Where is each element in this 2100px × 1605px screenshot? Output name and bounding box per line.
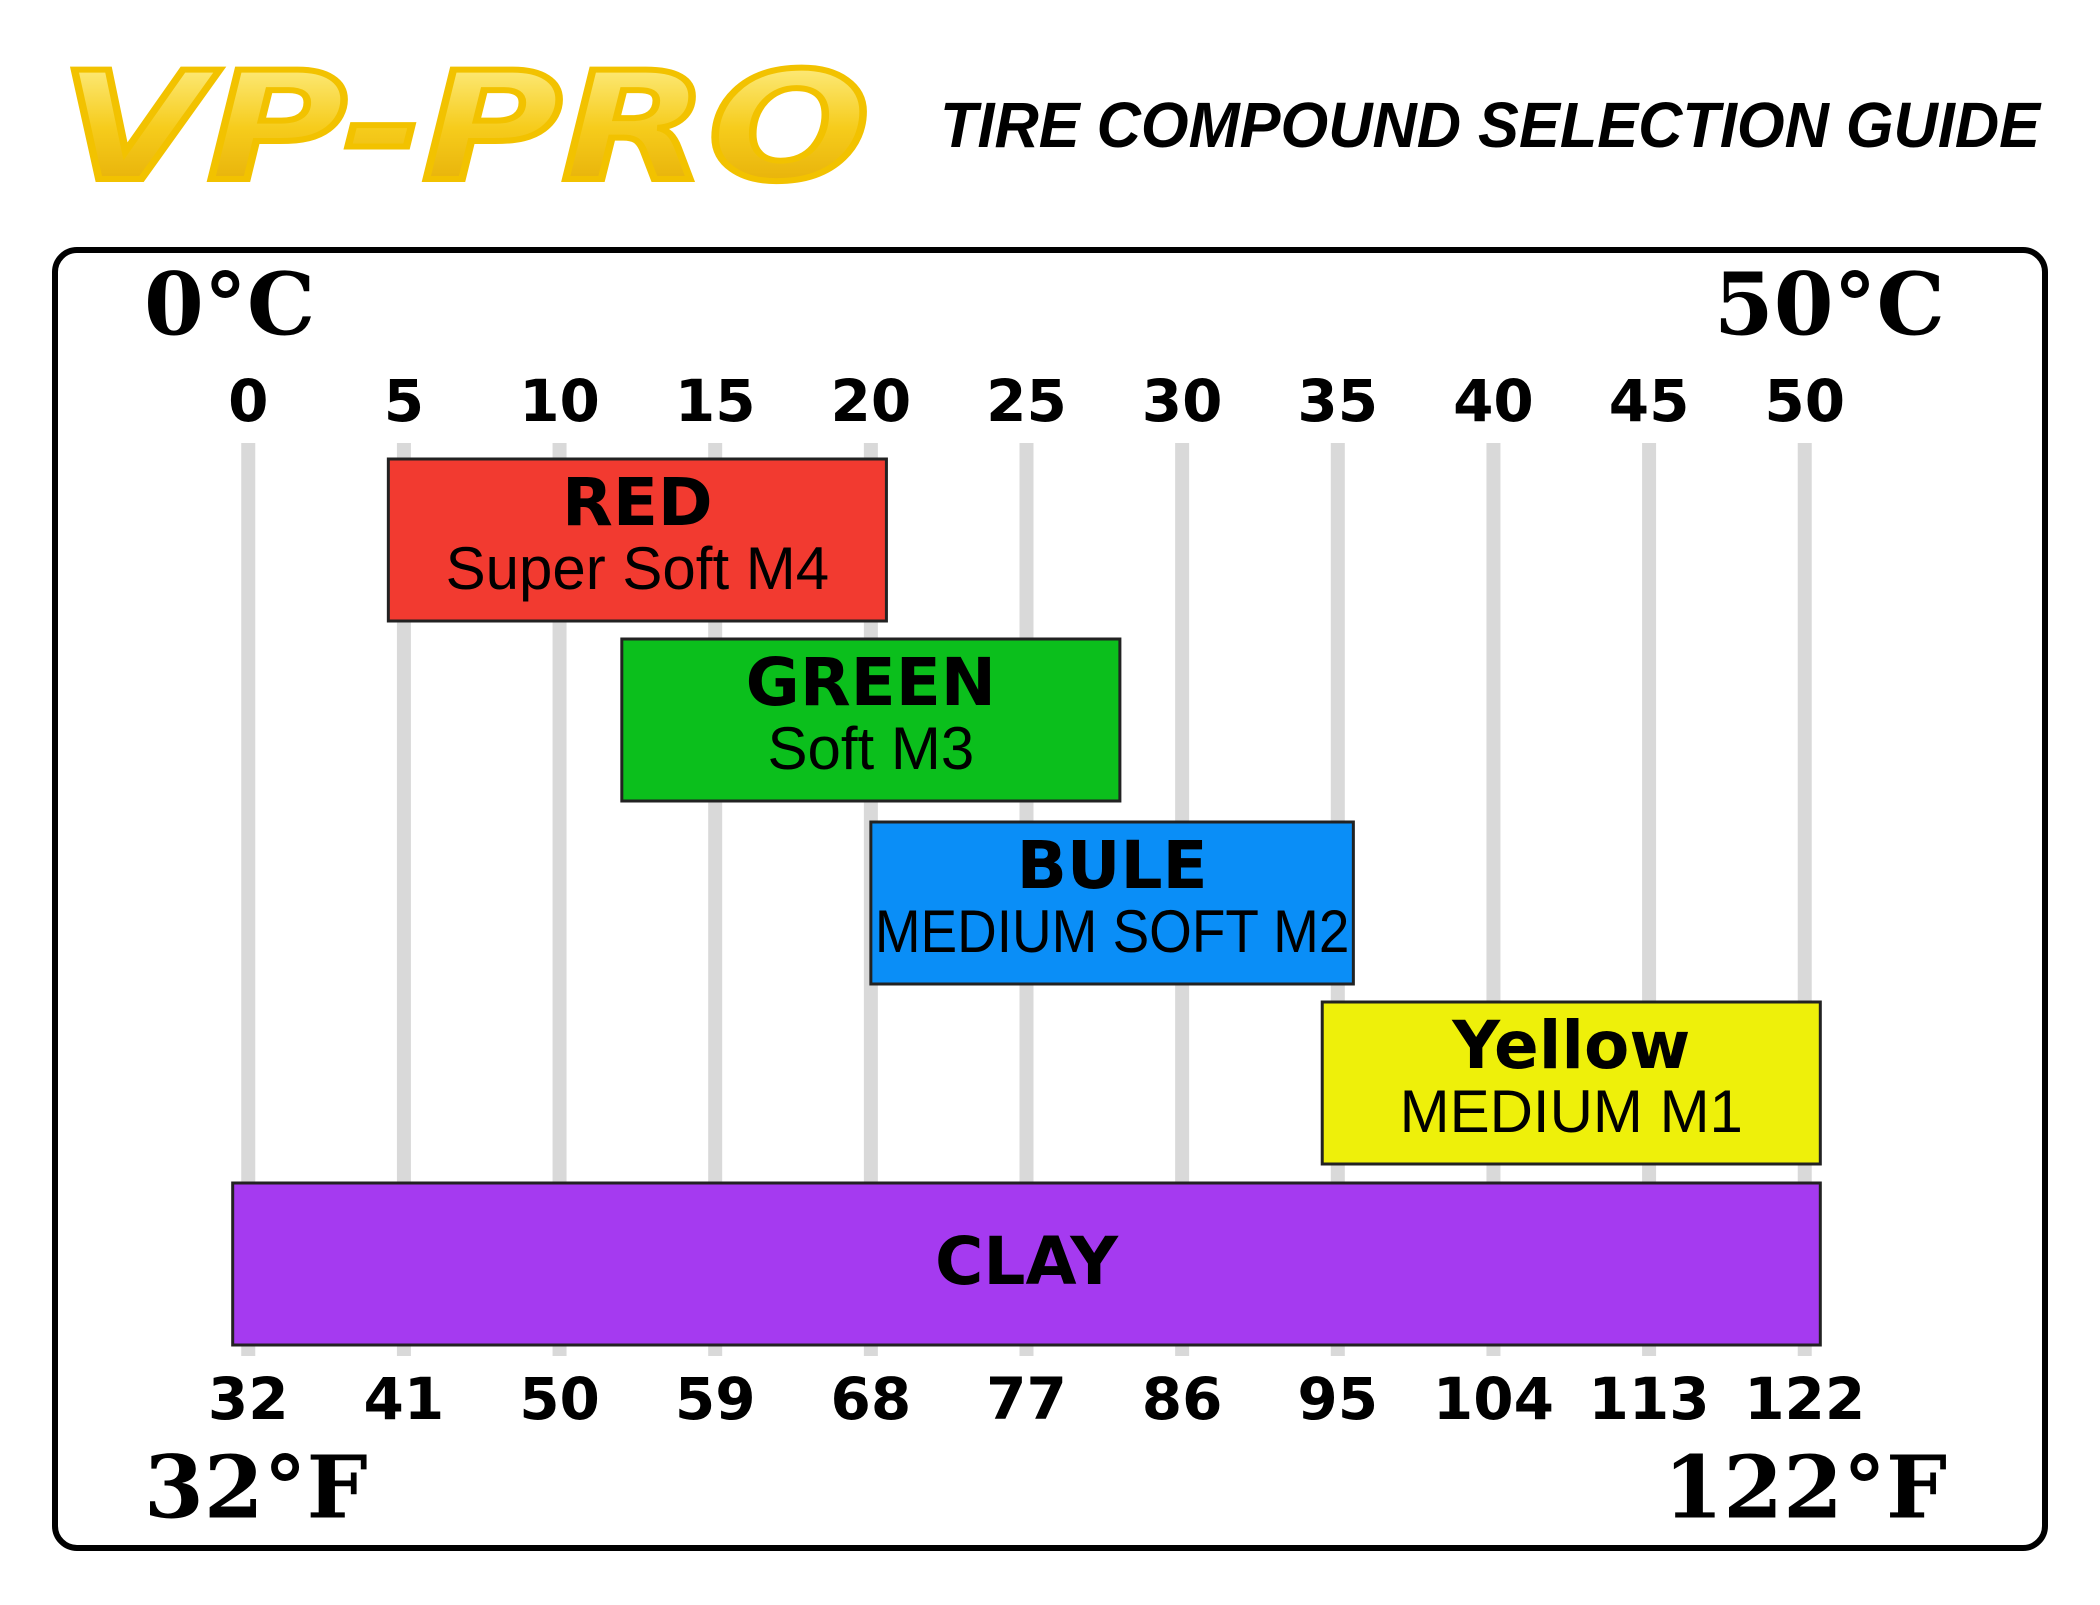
x-end-label: 50°C bbox=[1714, 255, 1945, 356]
bar-description: MEDIUM M1 bbox=[1400, 1078, 1743, 1145]
chart-title: TIRE COMPOUND SELECTION GUIDE bbox=[940, 89, 2042, 161]
x-tick-label: 40 bbox=[1453, 367, 1534, 435]
range-bar bbox=[869, 820, 1355, 986]
x2-tick-label: 41 bbox=[364, 1365, 445, 1433]
bar-name: CLAY bbox=[935, 1223, 1119, 1300]
range-bar bbox=[620, 637, 1122, 803]
x2-tick-label: 50 bbox=[519, 1365, 600, 1433]
x2-tick-label: 113 bbox=[1589, 1365, 1710, 1433]
brand-logo: VP-PRO bbox=[60, 41, 870, 215]
bar-name: RED bbox=[562, 464, 713, 541]
x2-end-label: 122°F bbox=[1663, 1438, 1947, 1539]
x2-tick-label: 95 bbox=[1297, 1365, 1378, 1433]
x-start-label: 0°C bbox=[144, 255, 315, 356]
x2-start-label: 32°F bbox=[144, 1438, 368, 1539]
x-tick-label: 20 bbox=[830, 367, 911, 435]
x-tick-label: 0 bbox=[228, 367, 268, 435]
x-tick-label: 25 bbox=[986, 367, 1067, 435]
x2-tick-label: 122 bbox=[1744, 1365, 1865, 1433]
bar-name: BULE bbox=[1017, 827, 1208, 904]
bar-description: Super Soft M4 bbox=[446, 535, 830, 602]
range-bar bbox=[231, 1181, 1822, 1347]
x-tick-label: 15 bbox=[675, 367, 756, 435]
x2-tick-label: 32 bbox=[208, 1365, 289, 1433]
x-tick-label: 10 bbox=[519, 367, 600, 435]
bar-name: Yellow bbox=[1451, 1007, 1690, 1084]
x2-tick-label: 86 bbox=[1142, 1365, 1223, 1433]
range-bar bbox=[386, 457, 888, 623]
range-bar bbox=[1320, 1000, 1822, 1166]
plot: 0 5 10 15 20 25 30 35 40 45 50 32 41 50 59 68 77 86 95 104 1… bbox=[208, 367, 1865, 1433]
x2-tick-label: 104 bbox=[1433, 1365, 1554, 1433]
x-tick-label: 50 bbox=[1764, 367, 1845, 435]
x-tick-label: 35 bbox=[1297, 367, 1378, 435]
x2-tick-label: 59 bbox=[675, 1365, 756, 1433]
x2-tick-label: 68 bbox=[830, 1365, 911, 1433]
x-tick-label: 30 bbox=[1142, 367, 1223, 435]
x-tick-label: 45 bbox=[1609, 367, 1690, 435]
x-tick-label: 5 bbox=[384, 367, 424, 435]
bar-description: Soft M3 bbox=[767, 715, 974, 782]
bar-description: MEDIUM SOFT M2 bbox=[875, 898, 1350, 965]
bar-name: GREEN bbox=[746, 644, 996, 721]
x2-tick-label: 77 bbox=[986, 1365, 1067, 1433]
